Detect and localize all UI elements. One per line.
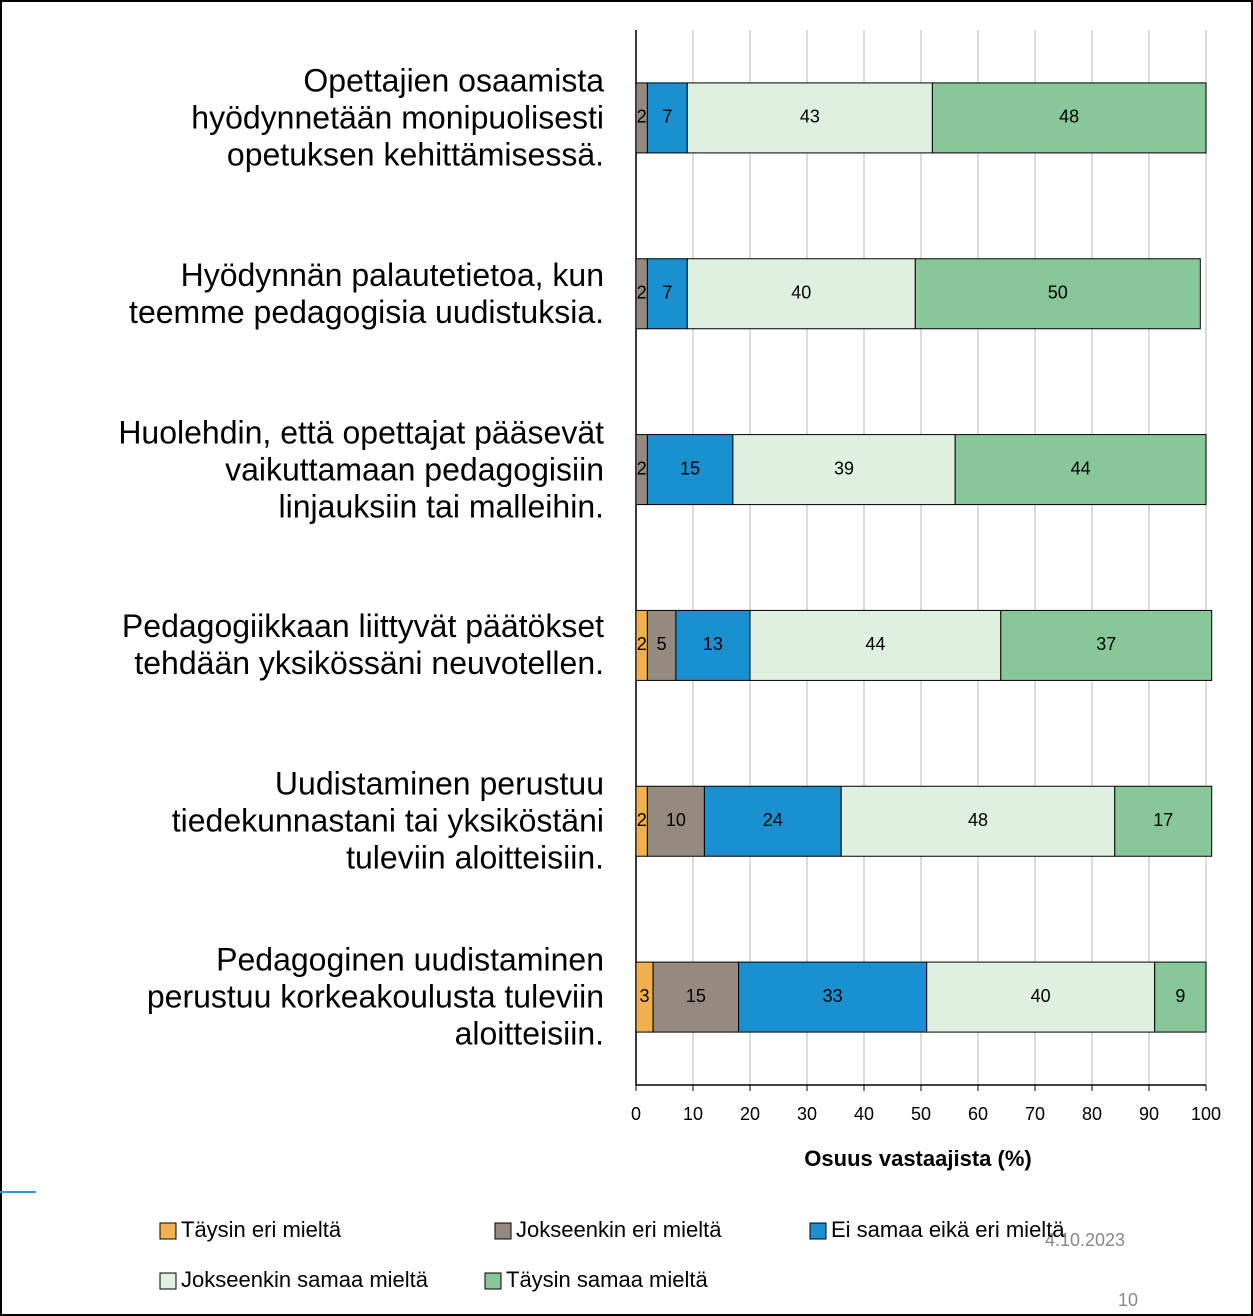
legend-label: Jokseenkin eri mieltä	[516, 1217, 722, 1242]
data-label: 40	[791, 283, 811, 303]
data-label: 2	[637, 458, 647, 478]
x-tick-label: 70	[1025, 1104, 1045, 1124]
data-label: 48	[1059, 107, 1079, 127]
legend-label: Ei samaa eikä eri mieltä	[831, 1217, 1065, 1242]
data-label: 7	[662, 107, 672, 127]
data-label: 48	[968, 810, 988, 830]
legend-label: Täysin samaa mieltä	[506, 1267, 709, 1292]
data-label: 2	[637, 283, 647, 303]
bar-segment	[1000, 609, 1213, 681]
x-tick-label: 20	[740, 1104, 760, 1124]
x-tick-label: 30	[797, 1104, 817, 1124]
category-label: Hyödynnän palautetietoa, kun teemme peda…	[129, 256, 604, 330]
x-tick-label: 60	[968, 1104, 988, 1124]
data-label: 7	[662, 283, 672, 303]
bar-segment	[914, 258, 1201, 330]
bar-segment	[675, 609, 751, 681]
bar-segment	[1154, 961, 1207, 1033]
data-label: 40	[1031, 986, 1051, 1006]
legend-label: Täysin eri mieltä	[181, 1217, 342, 1242]
data-label: 5	[657, 634, 667, 654]
data-label: 2	[637, 810, 647, 830]
bar-segment	[840, 785, 1116, 857]
category-label: Opettajien osaamista hyödynnetään monipu…	[191, 62, 604, 173]
data-label: 17	[1153, 810, 1173, 830]
bar-segment	[1114, 785, 1213, 857]
data-label: 44	[865, 634, 885, 654]
data-label: 50	[1048, 283, 1068, 303]
x-tick-label: 100	[1191, 1104, 1221, 1124]
bar-segment	[646, 609, 677, 681]
bar-segment	[749, 609, 1002, 681]
bar-segment	[738, 961, 928, 1033]
x-tick-label: 40	[854, 1104, 874, 1124]
category-label: Uudistaminen perustuu tiedekunnastani ta…	[171, 765, 604, 876]
x-tick-label: 50	[911, 1104, 931, 1124]
legend-swatch	[494, 1222, 512, 1240]
data-label: 24	[763, 810, 783, 830]
category-label: Pedagogiikkaan liittyvät päätökset tehdä…	[121, 608, 604, 682]
bar-segment	[652, 961, 740, 1033]
data-label: 2	[637, 634, 647, 654]
bar-segment	[926, 961, 1156, 1033]
data-label: 3	[640, 986, 650, 1006]
legend-label: Jokseenkin samaa mieltä	[181, 1267, 429, 1292]
data-label: 43	[800, 107, 820, 127]
data-label: 15	[680, 458, 700, 478]
data-label: 37	[1096, 634, 1116, 654]
bar-segment	[686, 82, 933, 154]
legend-swatch	[484, 1272, 502, 1290]
bar-segment	[646, 785, 705, 857]
data-label: 2	[637, 107, 647, 127]
bar-segment	[646, 434, 734, 506]
data-label: 9	[1175, 986, 1185, 1006]
bar-segment	[732, 434, 956, 506]
data-label: 13	[703, 634, 723, 654]
data-label: 15	[686, 986, 706, 1006]
footer-date: 4.10.2023	[1045, 1230, 1125, 1250]
footer-page: 10	[1118, 1290, 1138, 1310]
x-tick-label: 0	[631, 1104, 641, 1124]
x-tick-label: 80	[1082, 1104, 1102, 1124]
bar-segment	[931, 82, 1207, 154]
data-label: 39	[834, 458, 854, 478]
bar-segment	[954, 434, 1207, 506]
legend-swatch	[159, 1222, 177, 1240]
x-tick-label: 90	[1139, 1104, 1159, 1124]
x-tick-label: 10	[683, 1104, 703, 1124]
category-label: Huolehdin, että opettajat pääsevät vaiku…	[118, 414, 604, 525]
data-label: 44	[1071, 458, 1091, 478]
data-label: 33	[823, 986, 843, 1006]
x-axis-title: Osuus vastaajista (%)	[804, 1146, 1031, 1171]
category-label: Pedagoginen uudistaminen perustuu korkea…	[146, 941, 604, 1052]
legend-swatch	[809, 1222, 827, 1240]
legend-swatch	[159, 1272, 177, 1290]
data-label: 10	[666, 810, 686, 830]
bar-segment	[686, 258, 916, 330]
